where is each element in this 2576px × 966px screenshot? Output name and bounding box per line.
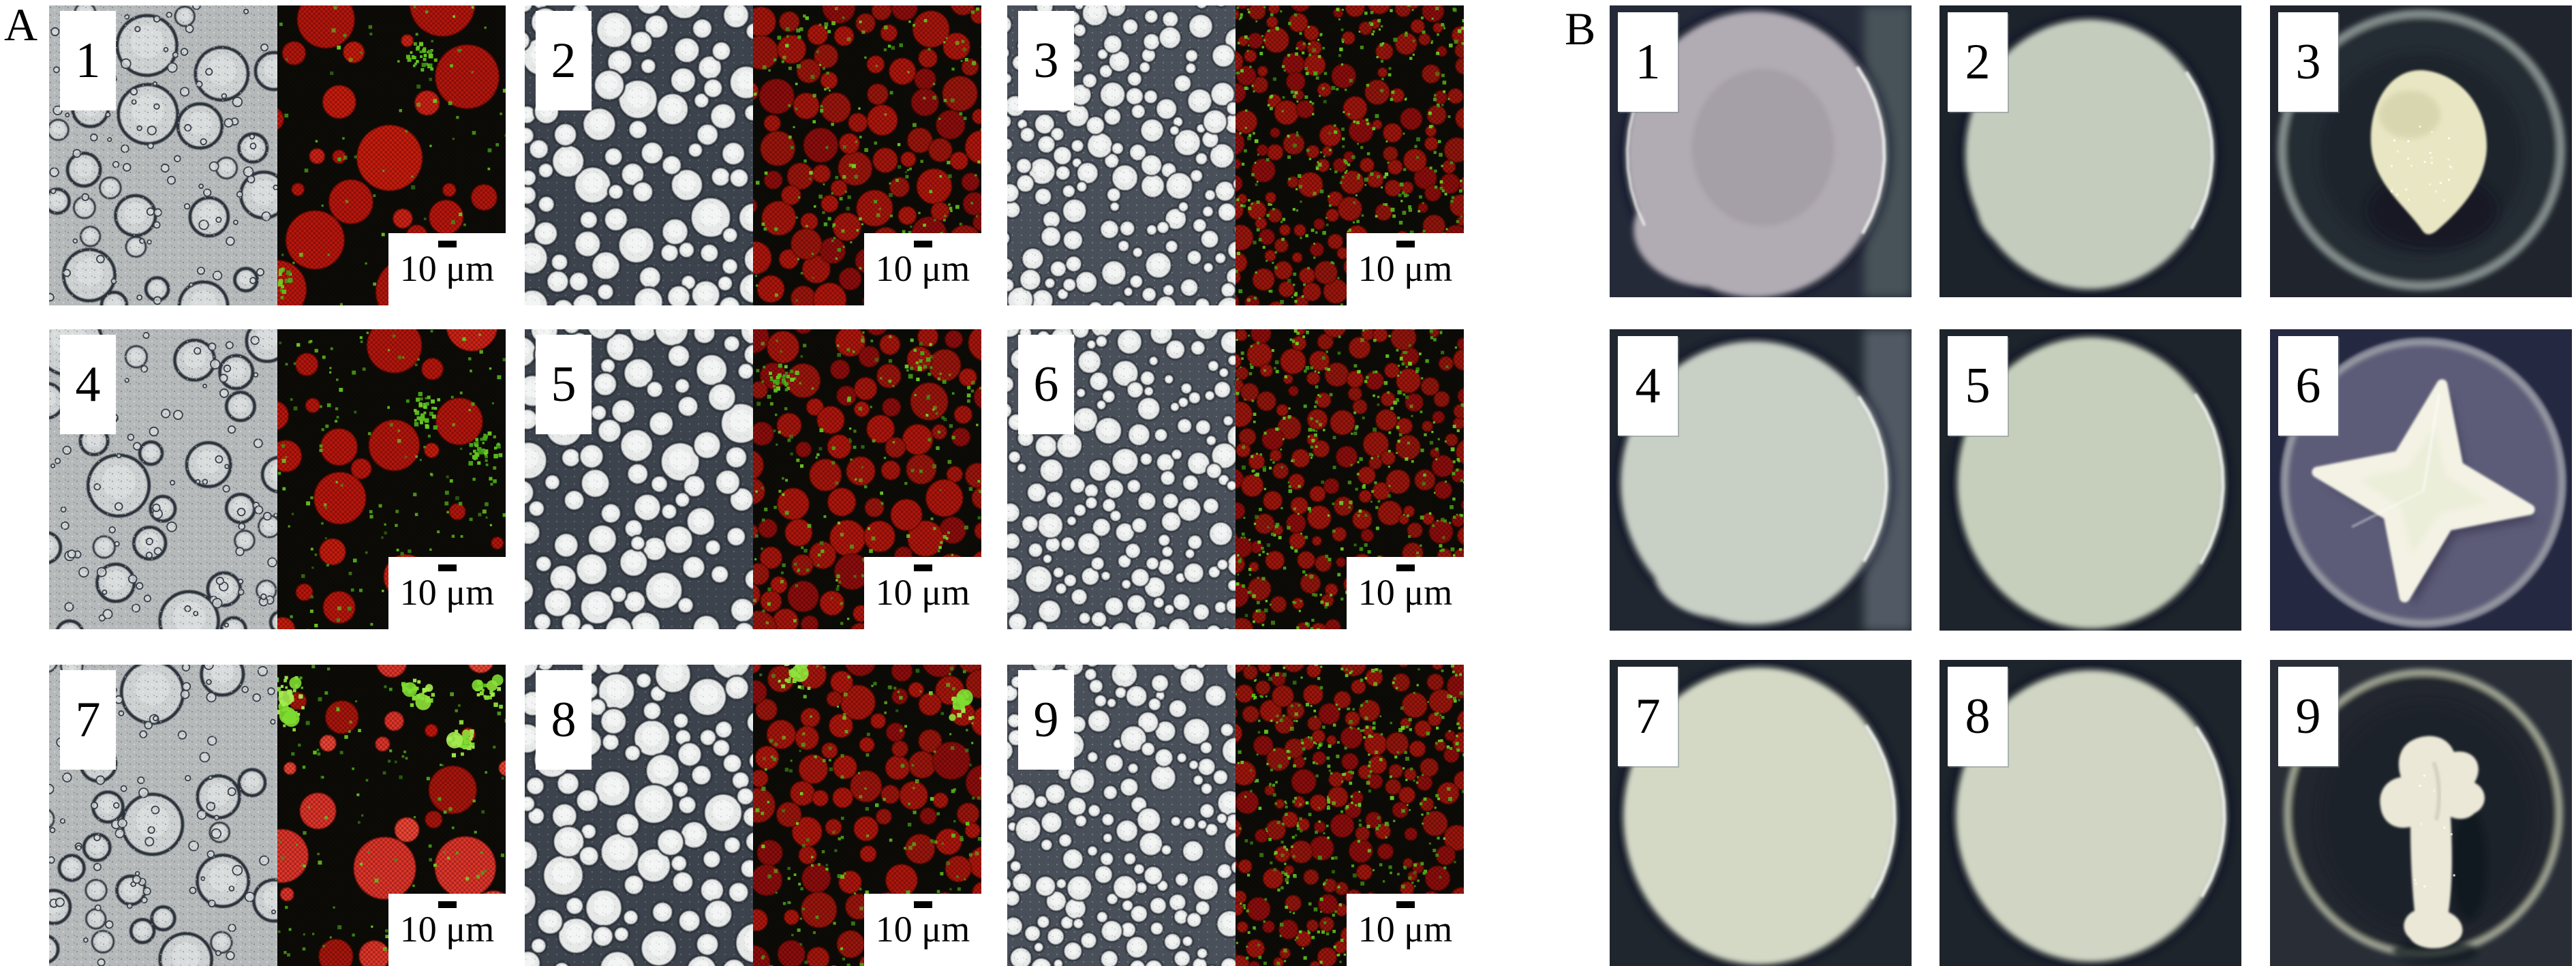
scale-bar — [1396, 241, 1415, 247]
image-number-label: 4 — [1618, 336, 1678, 436]
image-number: 5 — [551, 357, 577, 412]
macro-photo-image — [2270, 660, 2572, 966]
image-number: 7 — [1635, 689, 1661, 744]
image-number: 8 — [1965, 689, 1991, 744]
micrograph-pair: 9 10 μm — [1007, 665, 1464, 966]
image-number: 8 — [551, 692, 577, 748]
confocal-micrograph — [753, 329, 981, 629]
micrograph-pair: 7 10 μm — [49, 665, 506, 966]
image-number-label: 7 — [60, 670, 116, 770]
brightfield-micrograph — [49, 665, 277, 966]
scale-bar-text: 10 μm — [399, 909, 495, 950]
image-number-label: 3 — [1018, 11, 1074, 110]
scale-bar — [1396, 901, 1415, 908]
micrograph-pair: 5 10 μm — [525, 329, 981, 629]
scale-bar — [913, 241, 932, 247]
scale-bar — [913, 901, 932, 908]
micrograph-pair: 8 10 μm — [525, 665, 981, 966]
scale-bar-box: 10 μm — [388, 557, 506, 629]
scale-bar-text: 10 μm — [875, 248, 970, 289]
image-number-label: 6 — [2278, 336, 2338, 436]
scale-bar — [1396, 564, 1415, 571]
micrograph-pair: 6 10 μm — [1007, 329, 1464, 629]
macro-photo: 3 — [2270, 5, 2572, 297]
image-number: 1 — [75, 33, 101, 89]
scale-bar — [913, 564, 932, 571]
image-number: 3 — [2295, 34, 2321, 90]
image-number: 4 — [1635, 358, 1661, 414]
image-number: 2 — [551, 33, 577, 89]
macro-photo: 2 — [1939, 5, 2241, 297]
brightfield-micrograph — [525, 329, 753, 629]
image-number-label: 6 — [1018, 335, 1074, 434]
scale-bar — [438, 901, 457, 908]
image-number-label: 5 — [536, 335, 592, 434]
image-number-label: 2 — [1948, 12, 2008, 112]
micrograph-pair: 3 10 μm — [1007, 5, 1464, 305]
confocal-micrograph — [277, 5, 506, 305]
image-number-label: 8 — [1948, 667, 2008, 766]
image-number: 9 — [1033, 692, 1059, 748]
panel-a-label: A — [4, 0, 38, 50]
image-number-label: 8 — [536, 670, 592, 770]
image-number: 4 — [75, 357, 101, 412]
image-number-label: 1 — [1618, 12, 1678, 112]
scale-bar-text: 10 μm — [875, 909, 970, 950]
image-number-label: 5 — [1948, 336, 2008, 436]
image-number: 7 — [75, 692, 101, 748]
image-number: 1 — [1635, 34, 1661, 90]
image-number-label: 3 — [2278, 12, 2338, 112]
image-number: 9 — [2295, 689, 2321, 744]
panel-b-label: B — [1565, 3, 1596, 55]
image-number: 5 — [1965, 358, 1991, 414]
scale-bar-text: 10 μm — [399, 248, 495, 289]
macro-photo-image — [1610, 5, 1912, 297]
image-number-label: 7 — [1618, 667, 1678, 766]
macro-photo: 4 — [1610, 329, 1912, 631]
image-number-label: 9 — [2278, 667, 2338, 766]
image-number: 2 — [1965, 34, 1991, 90]
macro-photo: 1 — [1610, 5, 1912, 297]
micrograph-pair: 2 10 μm — [525, 5, 981, 305]
scale-bar — [438, 564, 457, 571]
image-number-label: 1 — [60, 11, 116, 110]
image-number-label: 2 — [536, 11, 592, 110]
macro-photo: 6 — [2270, 329, 2572, 631]
scale-bar-box: 10 μm — [1347, 557, 1464, 629]
scale-bar-box: 10 μm — [864, 894, 981, 966]
image-number: 6 — [1033, 357, 1059, 412]
macro-photo: 8 — [1939, 660, 2241, 966]
confocal-micrograph — [1236, 665, 1464, 966]
brightfield-micrograph — [49, 329, 277, 629]
macro-photo-image — [1610, 660, 1912, 966]
macro-photo: 5 — [1939, 329, 2241, 631]
scale-bar-text: 10 μm — [399, 572, 495, 613]
scale-bar-text: 10 μm — [1358, 572, 1453, 613]
scale-bar-text: 10 μm — [1358, 248, 1453, 289]
scale-bar-box: 10 μm — [1347, 894, 1464, 966]
macro-photo-image — [2270, 329, 2572, 631]
scale-bar-text: 10 μm — [1358, 909, 1453, 950]
macro-photo: 9 — [2270, 660, 2572, 966]
macro-photo: 7 — [1610, 660, 1912, 966]
scale-bar-box: 10 μm — [864, 233, 981, 305]
scale-bar-box: 10 μm — [388, 233, 506, 305]
scale-bar — [438, 241, 457, 247]
scale-bar-box: 10 μm — [864, 557, 981, 629]
image-number: 3 — [1033, 33, 1059, 89]
image-number-label: 4 — [60, 335, 116, 434]
image-number: 6 — [2295, 358, 2321, 414]
image-number-label: 9 — [1018, 670, 1074, 770]
scale-bar-box: 10 μm — [1347, 233, 1464, 305]
micrograph-pair: 4 10 μm — [49, 329, 506, 629]
micrograph-pair: 1 10 μm — [49, 5, 506, 305]
scale-bar-text: 10 μm — [875, 572, 970, 613]
scale-bar-box: 10 μm — [388, 894, 506, 966]
